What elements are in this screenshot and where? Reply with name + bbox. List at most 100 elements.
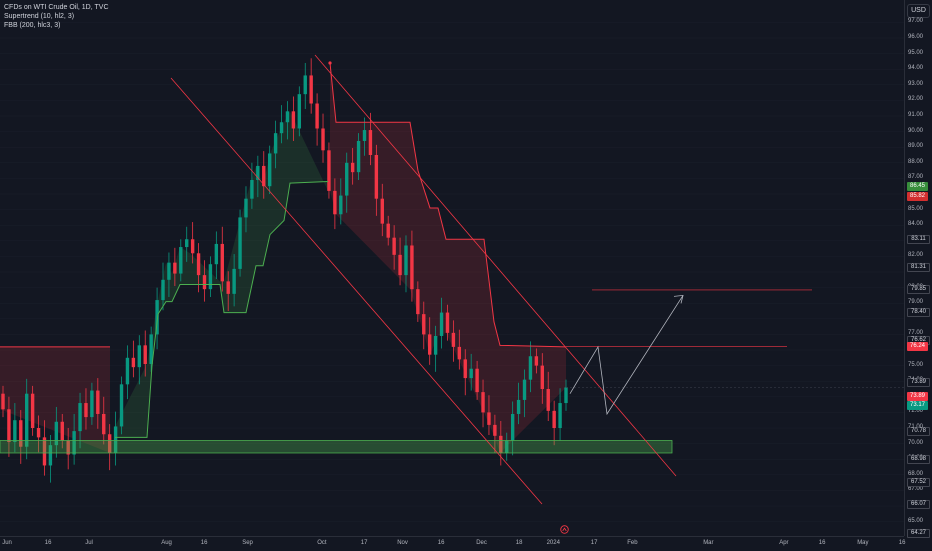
- candle-body: [345, 162, 349, 196]
- candle-body: [143, 345, 147, 365]
- price-tick: 92.00: [908, 96, 924, 103]
- price-tick: 87.00: [908, 174, 924, 181]
- candle-body: [487, 412, 491, 425]
- candle-body: [445, 312, 450, 333]
- candle-body: [481, 392, 485, 413]
- candle-body: [422, 314, 426, 335]
- candle-body: [380, 198, 384, 224]
- price-badge: 64.27: [907, 528, 930, 538]
- candle-body: [267, 153, 272, 187]
- price-badge: 68.98: [907, 455, 930, 465]
- supertrend-up-fill: [115, 111, 328, 438]
- price-tick: 77.00: [908, 330, 924, 337]
- price-tick: 96.00: [908, 34, 924, 40]
- time-label: 16: [200, 540, 208, 546]
- legend-supertrend[interactable]: Supertrend (10, hl2, 3): [4, 13, 75, 20]
- price-badge: 67.52: [907, 477, 930, 487]
- candle-body: [321, 128, 325, 151]
- candle-body: [493, 424, 497, 436]
- candle-body: [362, 130, 367, 141]
- candle-series: [1, 58, 568, 483]
- price-tick: 70.00: [908, 439, 924, 446]
- price-badge: 81.31: [907, 262, 930, 272]
- candle-body: [244, 198, 248, 218]
- channel-upper-line: [314, 54, 677, 477]
- legend-symbol[interactable]: CFDs on WTI Crude Oil, 1D, TVC: [4, 4, 109, 11]
- candle-body: [30, 393, 35, 429]
- time-label: 2024: [546, 540, 560, 546]
- price-tick: 88.00: [908, 158, 924, 165]
- candle-body: [48, 445, 53, 466]
- candle-body: [427, 334, 432, 355]
- supertrend-down-fill: [0, 346, 110, 453]
- candle-body: [72, 431, 76, 455]
- candle-body: [528, 356, 533, 380]
- price-badge: 83.11: [907, 234, 930, 244]
- supertrend-fills: [0, 62, 566, 453]
- candle-body: [368, 130, 373, 156]
- price-badge: 66.07: [907, 500, 930, 510]
- legend-fbb[interactable]: FBB (200, hlc3, 3): [4, 22, 61, 29]
- candle-body: [297, 94, 302, 129]
- candle-body: [125, 357, 130, 385]
- candle-body: [564, 387, 568, 404]
- candle-body: [250, 179, 254, 199]
- time-label: Feb: [627, 540, 638, 546]
- candle-body: [416, 289, 420, 315]
- chart-legend: CFDs on WTI Crude Oil, 1D, TVC Supertren…: [4, 3, 109, 30]
- price-tick: 82.00: [908, 252, 924, 259]
- time-label: 17: [360, 540, 368, 546]
- currency-button[interactable]: USD: [907, 4, 930, 18]
- candle-body: [119, 384, 124, 427]
- price-tick: 68.00: [908, 470, 924, 477]
- candle-body: [291, 111, 296, 129]
- grid-lines: [0, 22, 904, 522]
- candle-body: [1, 393, 5, 410]
- candle-body: [463, 359, 467, 379]
- candle-body: [90, 390, 94, 418]
- price-badge: 70.78: [907, 426, 930, 436]
- candle-body: [386, 223, 390, 238]
- candle-body: [42, 437, 47, 466]
- candle-body: [522, 379, 527, 400]
- price-badge: 85.82: [907, 192, 928, 202]
- price-tick: 94.00: [908, 65, 924, 72]
- price-tick: 75.00: [908, 361, 924, 368]
- candle-body: [185, 239, 189, 248]
- time-label: Aug: [161, 540, 172, 546]
- candle-body: [505, 440, 509, 453]
- channel-lower-line: [170, 77, 543, 505]
- candle-body: [439, 312, 444, 336]
- candle-body: [232, 268, 236, 294]
- candle-body: [256, 165, 260, 180]
- price-tick: 93.00: [908, 80, 924, 87]
- candle-body: [558, 403, 562, 429]
- time-label: 16: [818, 540, 826, 546]
- projection-path: [569, 295, 684, 416]
- candle-body: [7, 409, 11, 443]
- candle-body: [273, 133, 278, 154]
- candle-body: [66, 440, 70, 455]
- price-tick: 79.00: [908, 299, 924, 306]
- time-label: Apr: [779, 540, 789, 546]
- candle-body: [202, 275, 207, 290]
- price-scale[interactable]: [904, 0, 932, 536]
- drawings[interactable]: [0, 54, 904, 505]
- time-axis[interactable]: [0, 536, 904, 551]
- price-tick: 90.00: [908, 127, 924, 134]
- price-tick: 65.00: [908, 517, 924, 524]
- time-label: 16: [898, 540, 906, 546]
- time-label: 16: [437, 540, 445, 546]
- time-label: 18: [515, 540, 523, 546]
- candle-body: [499, 435, 503, 453]
- candle-body: [208, 264, 213, 290]
- candle-body: [262, 165, 266, 187]
- price-tick: 89.00: [908, 143, 924, 150]
- time-label: May: [857, 540, 869, 546]
- candle-body: [546, 389, 550, 411]
- candle-body: [350, 162, 355, 173]
- tradingview-logo-icon[interactable]: [560, 525, 569, 534]
- time-label: 16: [44, 540, 52, 546]
